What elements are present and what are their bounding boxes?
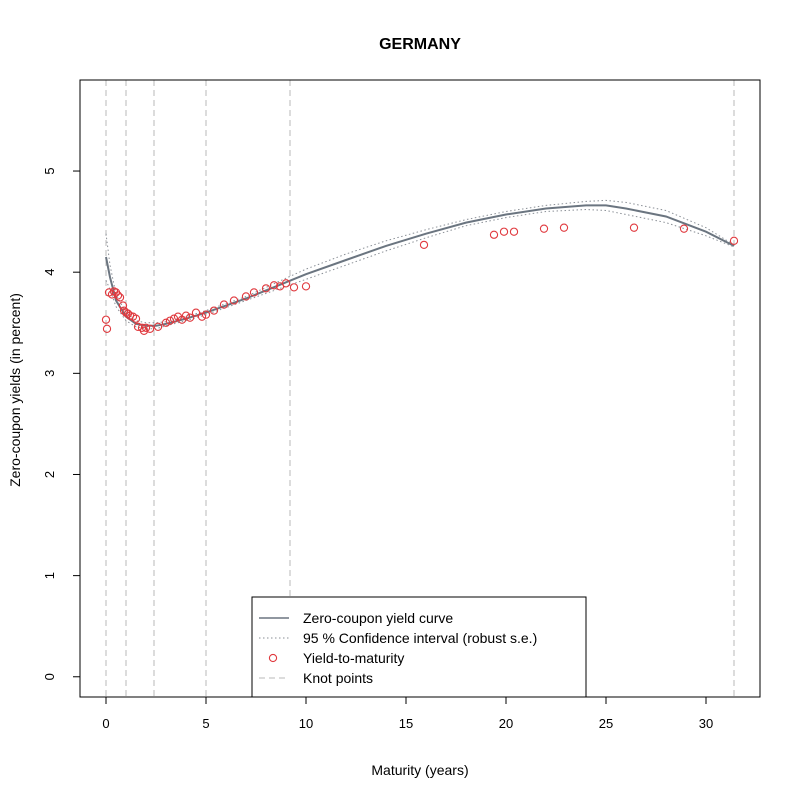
ytm-point — [145, 324, 155, 333]
ytm-point — [101, 315, 111, 324]
ytm-point — [559, 223, 569, 232]
y-tick-label: 5 — [42, 167, 57, 174]
x-tick-label: 10 — [299, 716, 313, 731]
x-tick-label: 30 — [699, 716, 713, 731]
y-tick-label: 1 — [42, 572, 57, 579]
x-tick-label: 25 — [599, 716, 613, 731]
y-tick-label: 4 — [42, 269, 57, 276]
ytm-point — [539, 224, 549, 233]
x-axis-label: Maturity (years) — [371, 762, 468, 778]
ytm-point — [489, 230, 499, 239]
ytm-point — [102, 324, 112, 333]
x-tick-label: 20 — [499, 716, 513, 731]
x-tick-label: 0 — [102, 716, 109, 731]
ytm-point — [499, 227, 509, 236]
ytm-point — [419, 240, 429, 250]
legend-label: Yield-to-maturity — [303, 650, 404, 666]
ytm-point — [249, 288, 259, 297]
ytm-point — [161, 318, 171, 327]
ytm-point — [269, 281, 279, 290]
ytm-point — [115, 293, 125, 302]
series-lines — [105, 199, 735, 330]
ytm-point — [133, 322, 143, 331]
ytm-point — [509, 227, 519, 236]
yield-curve-line — [105, 204, 735, 327]
ytm-point — [281, 279, 291, 288]
ytm-point — [131, 314, 141, 323]
x-tick-label: 15 — [399, 716, 413, 731]
legend-label: Zero-coupon yield curve — [303, 610, 453, 626]
legend-box — [251, 596, 587, 698]
ytm-point — [197, 312, 207, 321]
ytm-point — [191, 308, 201, 317]
confidence-band-line — [105, 208, 735, 330]
ytm-point — [229, 296, 239, 305]
knot-lines — [105, 80, 735, 697]
y-tick-label: 0 — [42, 673, 57, 680]
ytm-point — [261, 284, 271, 293]
ytm-points — [101, 223, 739, 335]
ytm-point — [185, 313, 195, 322]
ytm-point — [729, 236, 739, 245]
ytm-point — [118, 301, 128, 310]
ytm-point — [629, 223, 639, 232]
confidence-band-line — [105, 199, 735, 324]
legend-label: 95 % Confidence interval (robust s.e.) — [303, 630, 537, 646]
ytm-point — [201, 310, 211, 319]
ytm-point — [301, 282, 311, 291]
ytm-point — [113, 291, 123, 300]
ytm-point — [219, 300, 229, 309]
y-tick-label: 2 — [42, 471, 57, 478]
ytm-point — [141, 323, 151, 332]
ytm-point — [289, 283, 299, 292]
chart-title: GERMANY — [379, 36, 461, 53]
ytm-point — [241, 292, 251, 301]
ytm-point — [209, 306, 219, 315]
ytm-point — [169, 314, 179, 323]
legend-label: Knot points — [303, 670, 373, 686]
ytm-point — [679, 224, 689, 233]
y-tick-label: 3 — [42, 370, 57, 377]
ytm-point — [165, 316, 175, 325]
legend-swatch-ytm — [268, 653, 278, 663]
legend: Zero-coupon yield curve 95 % Confidence i… — [251, 596, 587, 698]
ytm-point — [181, 311, 191, 320]
y-axis-label: Zero-coupon yields (in percent) — [7, 293, 23, 487]
x-tick-label: 5 — [202, 716, 209, 731]
ytm-point — [153, 322, 163, 331]
